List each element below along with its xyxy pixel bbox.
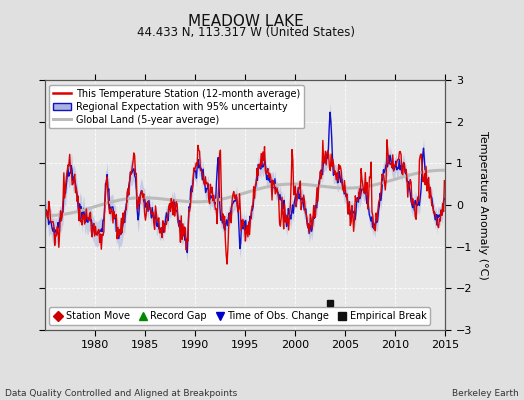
- Text: Berkeley Earth: Berkeley Earth: [452, 389, 519, 398]
- Text: 44.433 N, 113.317 W (United States): 44.433 N, 113.317 W (United States): [137, 26, 355, 39]
- Text: Data Quality Controlled and Aligned at Breakpoints: Data Quality Controlled and Aligned at B…: [5, 389, 237, 398]
- Legend: Station Move, Record Gap, Time of Obs. Change, Empirical Break: Station Move, Record Gap, Time of Obs. C…: [49, 307, 430, 325]
- Y-axis label: Temperature Anomaly (°C): Temperature Anomaly (°C): [478, 131, 488, 279]
- Text: MEADOW LAKE: MEADOW LAKE: [189, 14, 304, 29]
